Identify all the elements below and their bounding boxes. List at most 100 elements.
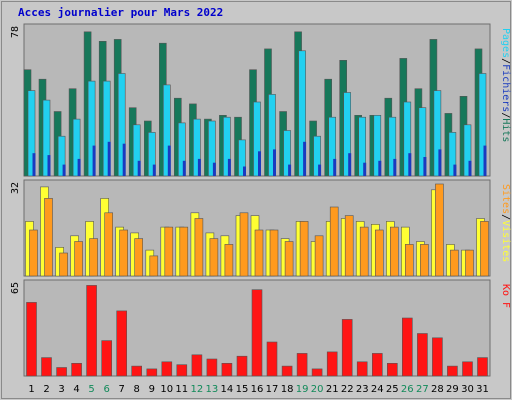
x-tick-day-15: 15 [236,384,249,395]
bar-fichiers-day-6 [102,80,111,177]
x-tick-day-23: 23 [356,384,369,395]
bar-pages-day-17 [273,149,276,176]
bar-pages-day-2 [47,155,51,176]
bar-pages-day-11 [182,160,186,176]
bar-fichiers-day-19 [298,50,306,177]
bar-ko-f-day-15 [236,355,248,377]
panel-visits-sites: 32 Sites/Visites [10,179,511,277]
bar-ko-f-day-31 [477,357,488,377]
bar-pages-day-13 [212,162,216,176]
bar-fichiers-day-22 [343,92,352,177]
x-tick-day-6: 6 [104,384,110,395]
x-tick-day-19: 19 [296,384,309,395]
bar-ko-f-day-7 [116,310,127,377]
bar-pages-day-16 [258,151,261,176]
bar-pages-day-9 [152,164,156,176]
chart-title: Acces journalier pour Mars 2022 [18,6,223,19]
bar-ko-f-day-29 [447,365,458,377]
legend-entry: Sites [500,184,511,214]
x-tick-day-16: 16 [251,384,264,395]
bar-ko-f-day-19 [296,353,308,377]
bar-ko-f-day-28 [432,337,443,377]
x-tick-day-17: 17 [266,384,279,395]
panel-hits-files-pages: 78 Pages/Fichiers/Hits [10,23,511,177]
x-tick-day-4: 4 [73,384,79,395]
x-tick-day-21: 21 [326,384,339,395]
bar-ko-f-day-13 [206,358,218,377]
bar-ko-f-day-24 [371,353,383,377]
bar-ko-f-day-5 [86,285,97,377]
bar-pages-day-22 [348,153,352,176]
x-tick-day-11: 11 [175,384,188,395]
bar-sites-day-6 [104,212,113,277]
bar-ko-f-day-4 [71,362,82,377]
bar-pages-day-12 [197,158,201,176]
legend-visits-sites: Sites/Visites [500,184,511,262]
bar-fichiers-day-30 [463,124,472,177]
x-tick-day-26: 26 [401,384,414,395]
legend-kb: Ko F [500,284,511,308]
bar-fichiers-day-17 [268,94,276,177]
bar-fichiers-day-29 [448,132,457,177]
bar-ko-f-day-27 [417,333,428,377]
bar-pages-day-28 [438,149,442,176]
bar-ko-f-day-16 [251,289,263,377]
bar-sites-day-5 [89,238,98,277]
bar-fichiers-day-2 [42,99,51,177]
bar-ko-f-day-11 [176,364,188,377]
bar-ko-f-day-3 [56,367,67,377]
bar-ko-f-day-25 [386,362,398,377]
bar-sites-day-2 [44,198,53,277]
bar-pages-day-30 [468,160,472,176]
bar-fichiers-day-23 [358,116,367,177]
bar-pages-day-10 [167,145,171,176]
legend-entry: Fichiers [500,64,511,112]
bar-sites-day-30 [465,249,474,277]
bar-pages-day-18 [288,164,292,176]
bar-ko-f-day-6 [101,340,112,377]
x-tick-day-14: 14 [221,384,234,395]
bar-pages-day-19 [303,141,307,176]
bar-ko-f-day-30 [462,361,473,377]
bar-ko-f-day-23 [356,361,368,377]
bar-fichiers-day-14 [223,116,231,177]
bar-sites-day-12 [194,218,204,277]
bar-sites-day-26 [404,244,414,277]
bar-pages-day-21 [333,158,337,176]
bar-sites-day-1 [29,229,38,277]
bar-pages-day-1 [32,153,36,176]
legend-hits-files-pages: Pages/Fichiers/Hits [500,28,511,142]
bar-pages-day-27 [423,157,427,176]
bar-fichiers-day-20 [313,135,321,177]
x-tick-day-25: 25 [386,384,399,395]
bar-sites-day-18 [284,241,294,277]
bar-fichiers-day-13 [208,120,216,177]
x-tick-day-5: 5 [88,384,94,395]
bar-sites-day-27 [420,244,429,277]
bar-pages-day-3 [62,164,66,176]
bar-fichiers-day-12 [193,118,201,177]
bar-pages-day-6 [107,141,111,176]
bar-ko-f-day-8 [131,365,142,377]
bar-fichiers-day-11 [178,122,186,177]
bar-sites-day-21 [329,206,339,277]
bar-ko-f-day-21 [326,351,338,377]
bar-pages-day-14 [227,158,231,176]
bar-ko-f-day-14 [221,362,233,377]
bar-pages-day-8 [137,160,141,176]
bar-fichiers-day-24 [373,115,382,177]
bar-ko-f-day-22 [341,319,353,377]
bar-sites-day-19 [299,221,309,277]
bar-fichiers-day-21 [328,116,337,177]
bar-fichiers-day-28 [433,90,442,177]
bar-sites-day-28 [435,183,444,277]
bar-pages-day-26 [408,153,412,176]
x-tick-day-22: 22 [341,384,354,395]
bar-fichiers-day-5 [87,80,96,177]
bar-fichiers-day-4 [72,118,81,177]
x-tick-day-31: 31 [476,384,489,395]
bar-pages-day-25 [393,158,397,176]
bar-fichiers-day-9 [148,132,156,177]
